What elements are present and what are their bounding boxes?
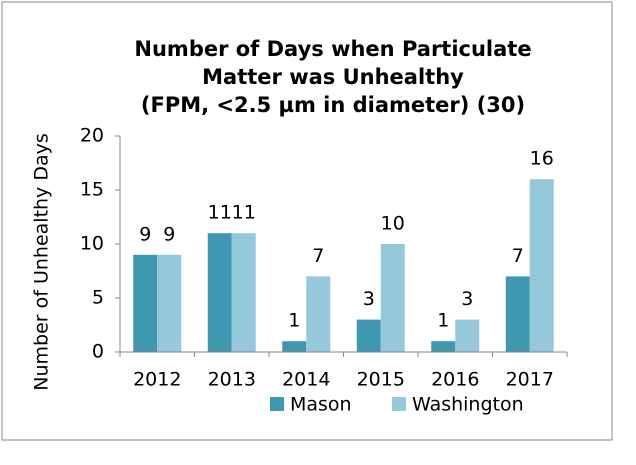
bar [157,254,182,352]
bar [207,233,232,352]
bar [431,341,456,352]
legend-label: Mason [290,394,352,416]
x-tick-label: 2014 [282,369,330,391]
chart-title: (FPM, <2.5 µm in diameter) (30) [141,93,525,117]
data-label: 1 [437,310,449,332]
bar [455,319,480,352]
y-axis-label: Number of Unhealthy Days [31,133,53,391]
chart-title: Number of Days when Particulate [134,37,531,61]
bar [282,341,307,352]
bar [505,276,530,352]
legend-swatch [270,397,284,411]
x-tick-label: 2012 [133,369,181,391]
y-tick-label: 15 [80,179,104,201]
x-tick-label: 2017 [506,369,554,391]
x-tick-label: 2015 [357,369,405,391]
y-tick-label: 5 [92,287,104,309]
bar [306,276,331,352]
data-label: 11 [208,202,232,224]
bar [380,244,405,352]
data-label: 3 [461,288,473,310]
x-tick-label: 2016 [431,369,479,391]
data-label: 11 [232,202,256,224]
y-tick-label: 20 [80,125,104,147]
data-label: 10 [381,213,405,235]
data-label: 9 [139,223,151,245]
chart-border [1,1,613,441]
bar [529,179,554,352]
bar [133,254,158,352]
bar [356,319,381,352]
legend-swatch [392,397,406,411]
bar [231,233,256,352]
data-label: 1 [288,310,300,332]
y-tick-label: 10 [80,233,104,255]
data-label: 9 [163,223,175,245]
data-label: 16 [530,148,554,170]
y-tick-label: 0 [92,341,104,363]
data-label: 7 [312,245,324,267]
data-label: 7 [512,245,524,267]
x-tick-label: 2013 [208,369,256,391]
chart-title: Matter was Unhealthy [202,65,464,89]
legend-label: Washington [412,394,524,416]
data-label: 3 [363,288,375,310]
